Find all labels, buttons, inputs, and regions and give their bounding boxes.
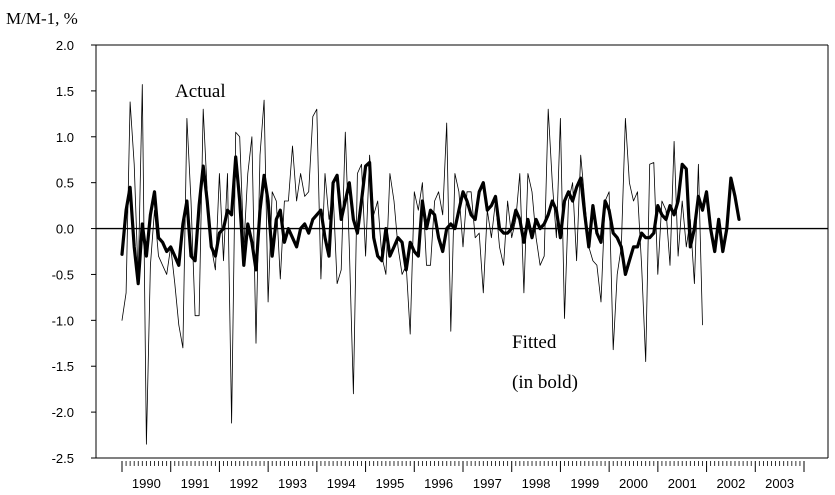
y-axis-label: M/M-1, % bbox=[6, 9, 78, 28]
annotation-actual: Actual bbox=[175, 81, 226, 102]
x-tick-label: 2002 bbox=[716, 476, 745, 491]
y-tick-label: -2.5 bbox=[52, 451, 74, 466]
y-tick-label: 2.0 bbox=[56, 38, 74, 53]
x-tick-label: 2003 bbox=[765, 476, 794, 491]
annotation-in-bold: (in bold) bbox=[512, 372, 578, 393]
y-tick-label: -2.0 bbox=[52, 405, 74, 420]
annotation-fitted: Fitted bbox=[512, 332, 557, 353]
y-tick-label: 1.5 bbox=[56, 84, 74, 99]
series-fitted-line bbox=[120, 155, 741, 286]
x-tick-label: 2001 bbox=[668, 476, 697, 491]
x-tick-label: 1995 bbox=[375, 476, 404, 491]
y-tick-label: 1.0 bbox=[56, 130, 74, 145]
y-tick-label: 0.0 bbox=[56, 222, 74, 237]
x-tick-label: 1991 bbox=[181, 476, 210, 491]
series-layer bbox=[120, 84, 741, 445]
x-tick-label: 1999 bbox=[570, 476, 599, 491]
x-tick-label: 1993 bbox=[278, 476, 307, 491]
x-tick-label: 1994 bbox=[327, 476, 356, 491]
plot-area bbox=[95, 44, 829, 459]
x-tick-label: 2000 bbox=[619, 476, 648, 491]
x-tick-label: 1996 bbox=[424, 476, 453, 491]
axes: 2.0 1.5 1.0 0.5 0.0 -0.5 -1.0 -1.5 -2.0 -2.5 1990 1… bbox=[52, 38, 828, 491]
y-tick-label: -1.5 bbox=[52, 359, 74, 374]
y-tick-label: -0.5 bbox=[52, 267, 74, 282]
x-tick-label: 1990 bbox=[132, 476, 161, 491]
series-actual-line bbox=[121, 84, 703, 445]
y-tick-label: 0.5 bbox=[56, 176, 74, 191]
y-tick-label: -1.0 bbox=[52, 313, 74, 328]
x-tick-label: 1992 bbox=[229, 476, 258, 491]
x-tick-label: 1998 bbox=[522, 476, 551, 491]
x-tick-label: 1997 bbox=[473, 476, 502, 491]
